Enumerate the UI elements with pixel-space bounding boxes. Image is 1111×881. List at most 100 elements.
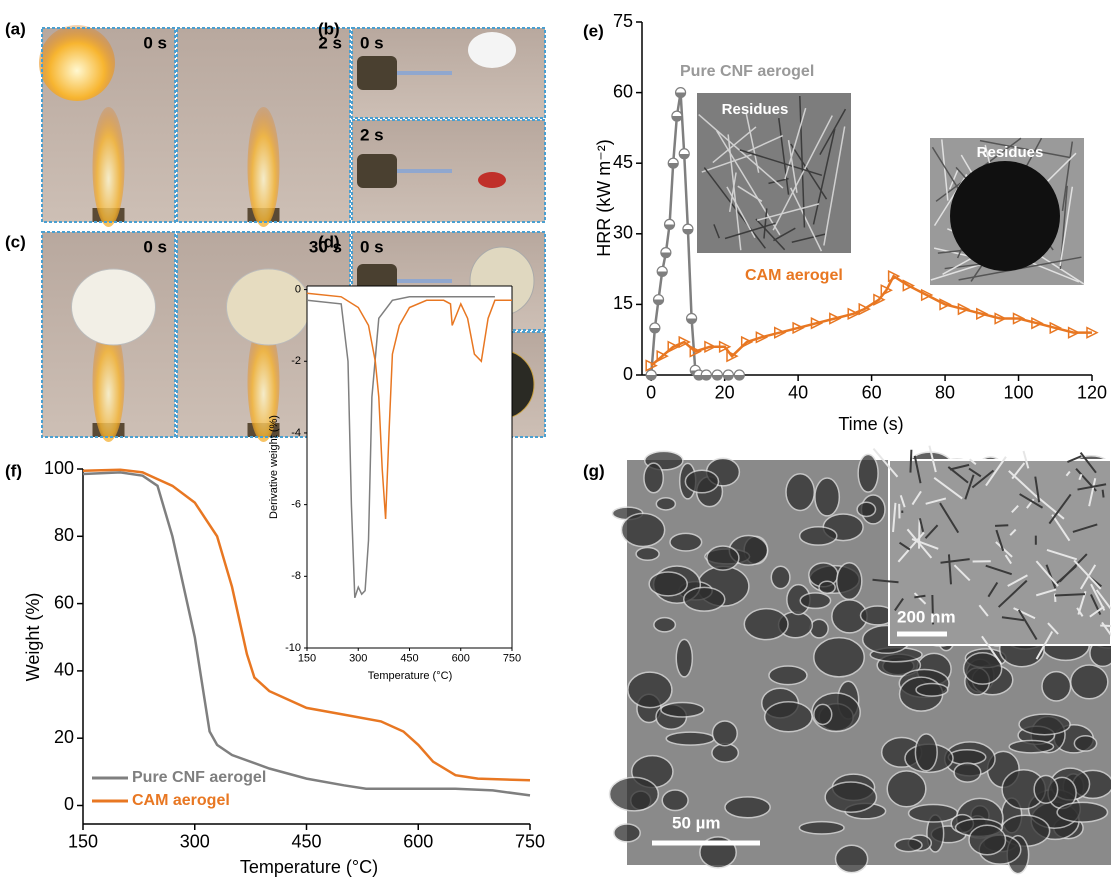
data-point (685, 312, 698, 325)
data-point (902, 279, 916, 292)
data-point (704, 340, 717, 353)
foil-crease (819, 108, 847, 156)
y-axis-title: HRR (kW m⁻²) (594, 139, 614, 256)
sem-fiber (1022, 450, 1030, 469)
sem-fiber (953, 564, 971, 582)
flame (92, 322, 125, 442)
sem-fiber (1078, 473, 1083, 481)
series-line (306, 296, 495, 599)
sem-fiber (1035, 560, 1059, 587)
x-tick-label: 120 (1077, 382, 1107, 402)
foil-crease (787, 140, 798, 193)
foil-crease (778, 118, 790, 195)
sem-pore (669, 532, 703, 552)
sem-pore (665, 731, 716, 746)
data-point (678, 335, 691, 349)
y-tick-label: 60 (613, 81, 633, 101)
sem-pore (1069, 664, 1109, 700)
sem-pore (813, 636, 866, 678)
foil-crease (724, 222, 776, 240)
sem-pore (660, 701, 705, 718)
sem-pore (798, 525, 838, 546)
sem-pore (834, 844, 869, 874)
annotation: Residues (722, 101, 789, 118)
y-tick-label: -10 (285, 642, 301, 654)
sample (468, 32, 516, 68)
series-line (82, 468, 531, 782)
time-label: 0 s (143, 33, 167, 52)
foil-crease (727, 134, 742, 251)
y-tick-label: 0 (64, 794, 74, 814)
sem-pore (818, 580, 836, 595)
sem-fiber (906, 528, 933, 559)
flame (247, 107, 280, 227)
sem-fiber (939, 502, 960, 534)
sem-fiber (1013, 607, 1036, 620)
foil-crease (1059, 186, 1074, 267)
panel-label: (g) (583, 461, 605, 480)
flame (92, 107, 125, 227)
panel-label: (c) (5, 232, 26, 251)
x-tick-label: 750 (503, 653, 521, 665)
time-label: 0 s (143, 237, 167, 256)
sem-pore (813, 703, 833, 726)
sem-pore (798, 820, 845, 835)
sem-fiber (1101, 621, 1111, 637)
sem-fiber (1089, 605, 1105, 618)
sem-fiber (894, 597, 904, 612)
sem-fiber (918, 518, 925, 533)
sem-fiber (1077, 483, 1107, 491)
sem-fiber (1035, 494, 1065, 520)
y-tick-label: 30 (613, 223, 633, 243)
inset-background (307, 286, 512, 648)
sem-fiber (1009, 528, 1017, 536)
x-tick-label: 450 (291, 831, 321, 851)
data-point (920, 288, 934, 302)
sem-pore (962, 652, 1003, 685)
sem-pore (763, 700, 813, 733)
sem-pore (661, 789, 689, 812)
sem-pore (770, 565, 791, 590)
sem-pore (1041, 670, 1072, 702)
foil-crease (755, 218, 786, 251)
y-axis-title: Derivative weight (%) (268, 415, 280, 519)
sem-fiber (978, 604, 989, 617)
data-point (722, 369, 734, 381)
sem-fiber (1007, 574, 1028, 587)
data-point (674, 86, 687, 99)
annotation: Residues (977, 144, 1044, 161)
foil-crease (812, 128, 836, 225)
data-point (678, 148, 690, 160)
data-point (652, 294, 665, 306)
sem-fiber (913, 592, 927, 605)
sem-pore (608, 776, 660, 812)
data-point (1012, 312, 1026, 325)
foil-crease (789, 187, 823, 252)
foil-crease (763, 208, 768, 239)
sem-fiber (897, 531, 925, 563)
sem-pore (835, 561, 863, 601)
y-tick-label: 40 (54, 660, 74, 680)
sem-fiber (899, 494, 906, 508)
sem-fiber (1019, 493, 1044, 509)
sem-fiber (1095, 589, 1111, 610)
sem-pore (856, 501, 877, 518)
y-tick-label: -2 (291, 355, 301, 367)
y-tick-label: 0 (623, 364, 633, 384)
y-tick-label: 80 (54, 525, 74, 545)
photo-border (41, 231, 176, 438)
x-tick-label: 80 (935, 382, 955, 402)
sample (226, 268, 311, 346)
sem-fiber (909, 449, 913, 473)
sem-pore (1033, 774, 1059, 805)
time-label: 2 s (318, 33, 342, 52)
data-point (847, 307, 860, 321)
sem-fiber (1011, 505, 1019, 514)
foil-crease (1061, 141, 1074, 211)
sem-pore (785, 472, 816, 512)
y-tick-label: -6 (291, 499, 301, 511)
sem-fiber (947, 554, 952, 585)
y-tick-label: 60 (54, 592, 74, 612)
